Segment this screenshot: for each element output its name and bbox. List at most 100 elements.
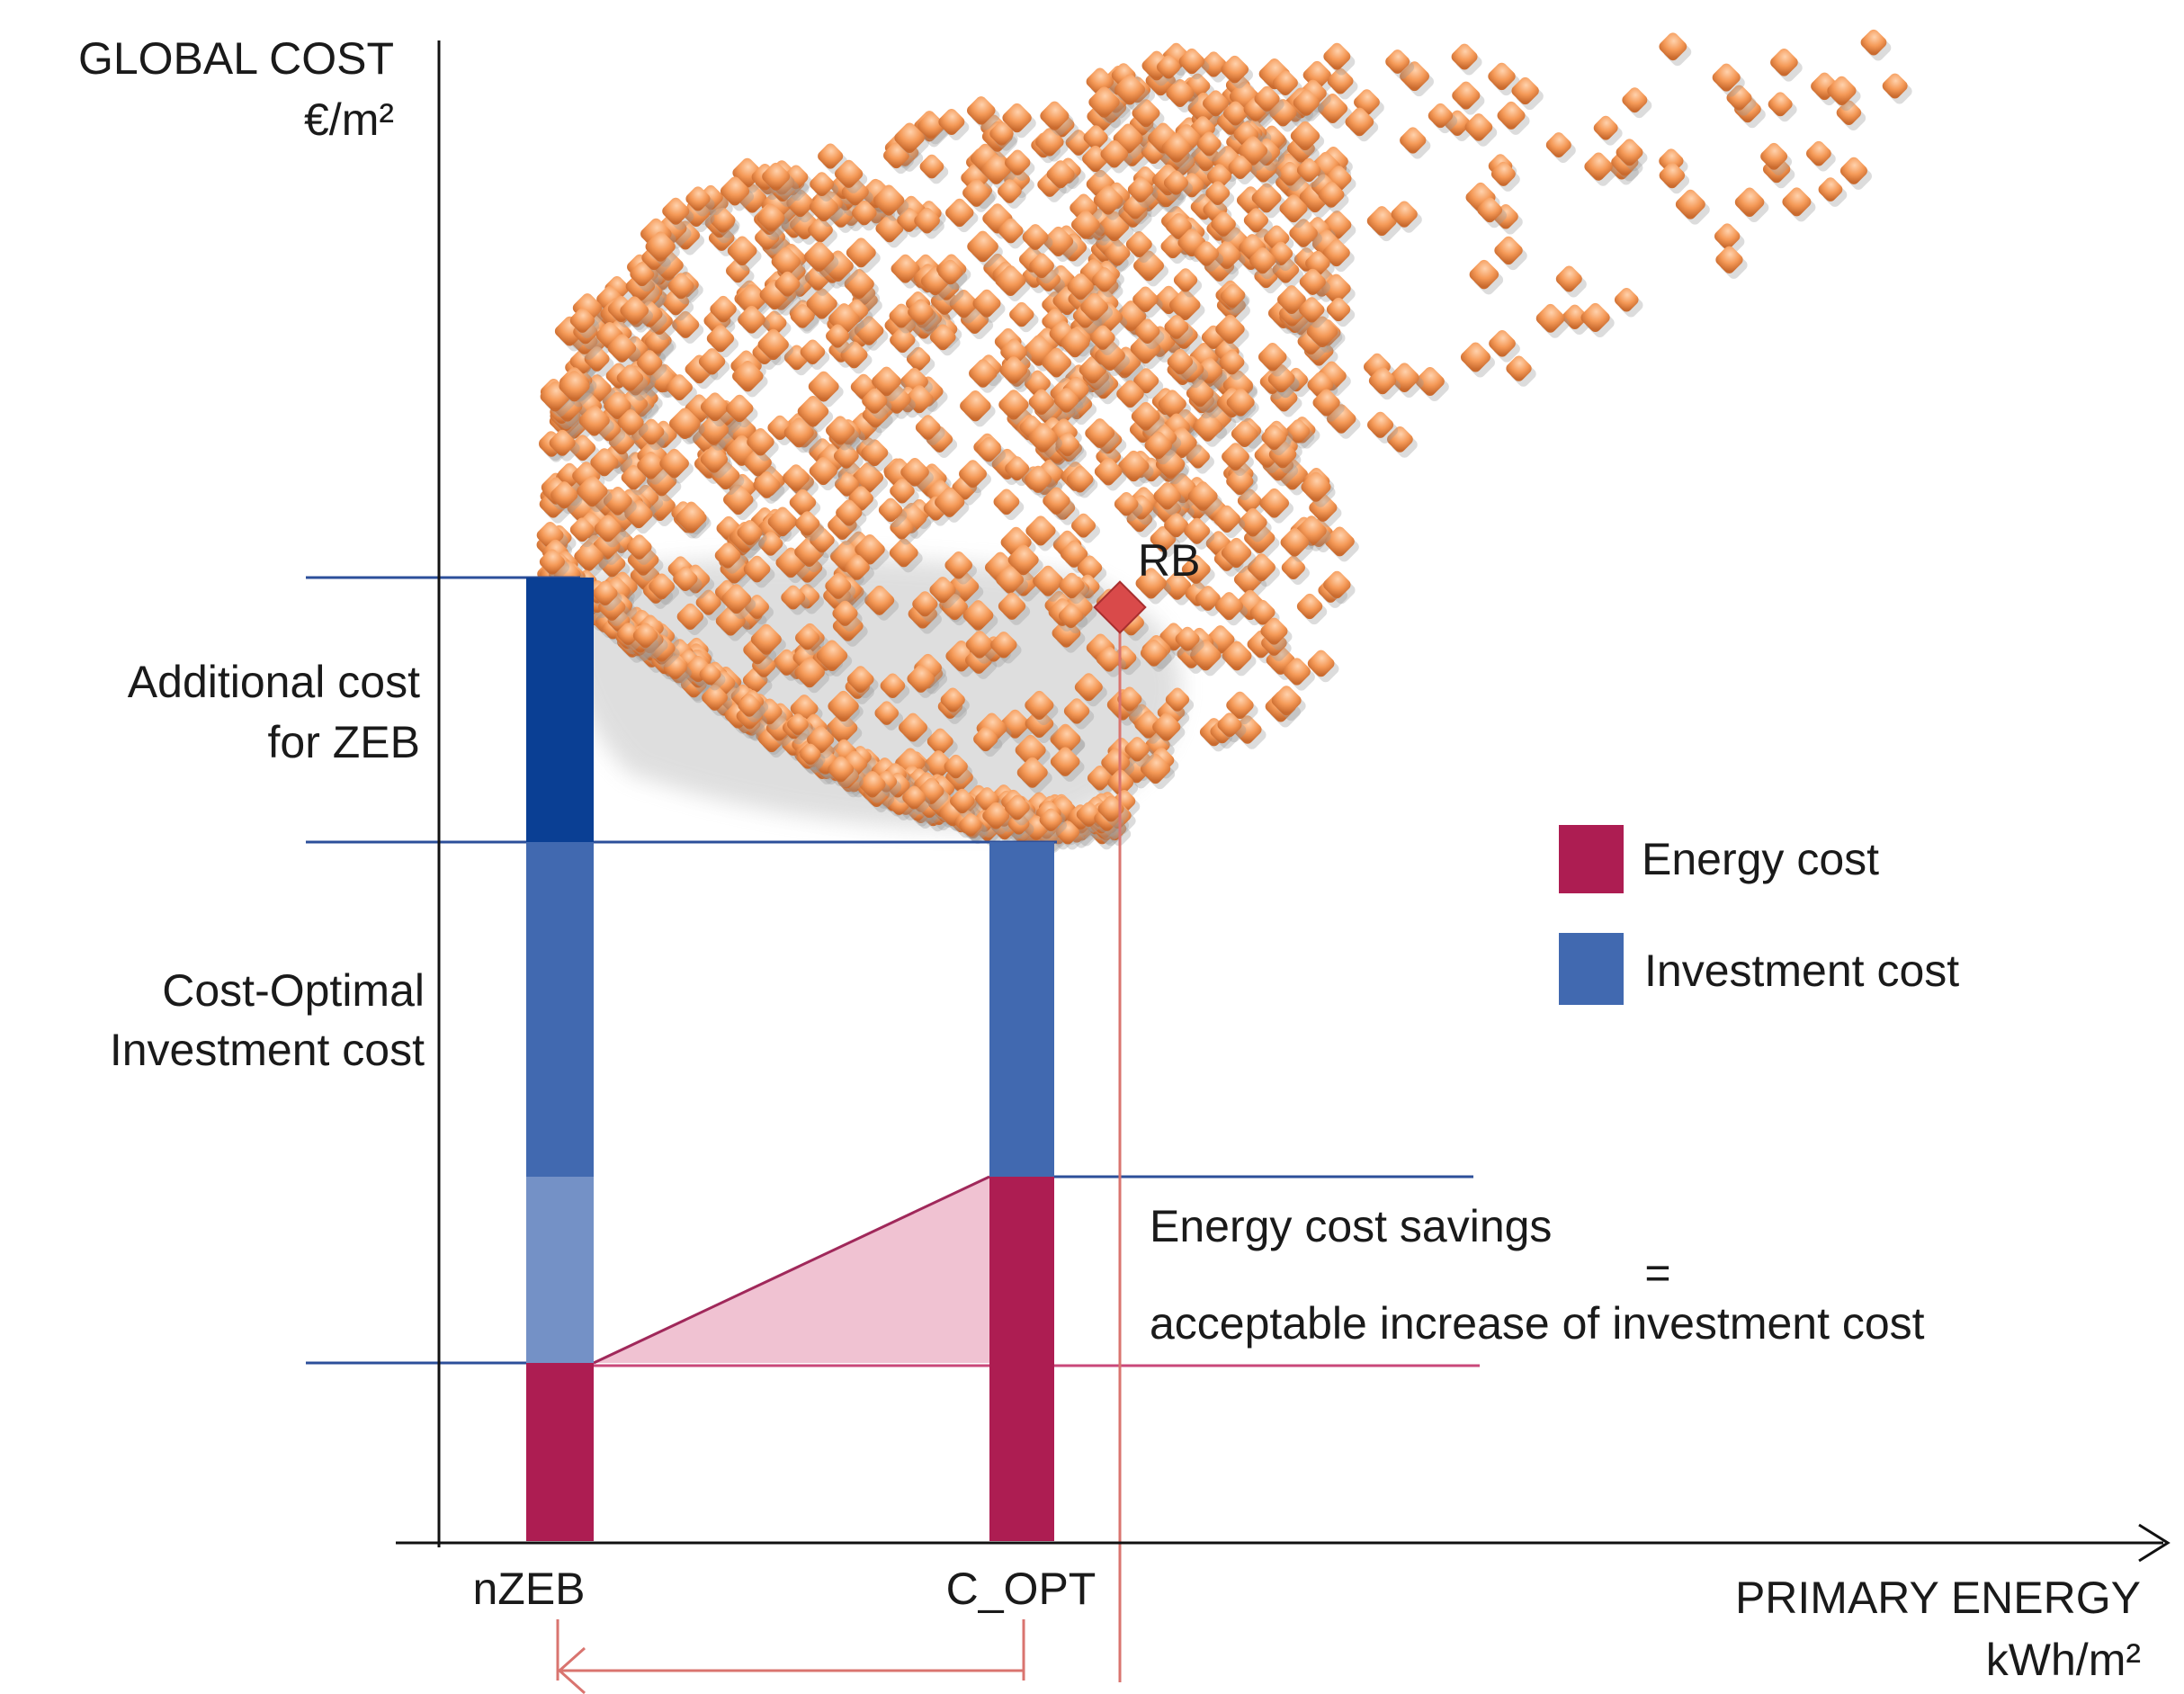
scatter-point xyxy=(1074,673,1103,702)
scatter-point xyxy=(1770,49,1798,76)
scatter-point xyxy=(1460,342,1490,372)
scatter-point xyxy=(941,594,968,621)
scatter-point xyxy=(590,448,619,477)
scatter-point xyxy=(1243,208,1268,233)
scatter-point xyxy=(880,673,906,699)
scatter-point xyxy=(1296,157,1321,183)
scatter-point xyxy=(937,259,963,285)
scatter-point xyxy=(1195,357,1222,384)
scatter-point xyxy=(1271,686,1302,716)
scatter-point xyxy=(982,802,1010,829)
legend: Energy cost Investment cost xyxy=(1559,825,1959,1005)
scatter-point xyxy=(889,303,914,328)
scatter-point xyxy=(1005,149,1031,175)
scatter-point xyxy=(1490,161,1516,186)
scatter-point xyxy=(1092,267,1117,292)
scatter-point xyxy=(771,246,801,277)
scatter-point xyxy=(800,743,821,765)
scatter-point xyxy=(1155,449,1186,480)
scatter-point xyxy=(669,408,701,440)
scatter-point xyxy=(1164,513,1189,538)
savings-hypotenuse xyxy=(593,1175,990,1365)
scatter-point xyxy=(828,756,855,783)
scatter-point xyxy=(1782,187,1812,217)
rb-marker xyxy=(1093,580,1147,634)
scatter-point xyxy=(1025,709,1054,739)
nzeb-energy-cost-bar xyxy=(526,1363,594,1541)
scatter-point xyxy=(1324,526,1355,557)
scatter-point xyxy=(569,435,596,462)
scatter-point xyxy=(620,296,649,325)
scatter-point xyxy=(1289,219,1318,247)
scatter-point xyxy=(950,788,975,814)
scatter-point xyxy=(965,631,994,659)
scatter-point xyxy=(844,554,870,580)
scatter-point xyxy=(1053,388,1079,413)
scatter-point xyxy=(1043,487,1070,515)
scatter-point xyxy=(1712,63,1741,92)
scatter-point xyxy=(757,328,789,361)
scatter-point xyxy=(624,499,653,529)
scatter-point xyxy=(1281,555,1305,579)
scatter-point xyxy=(1238,136,1268,166)
scatter-point xyxy=(1165,687,1190,712)
scatter-point xyxy=(1322,238,1350,267)
scatter-point xyxy=(1659,32,1687,61)
scatter-point xyxy=(720,176,750,206)
scatter-point xyxy=(1318,181,1345,208)
nzeb-cost-optimal-investment-bar xyxy=(526,842,594,1177)
scatter-point xyxy=(966,96,996,125)
scatter-point xyxy=(1366,206,1397,237)
scatter-point xyxy=(864,585,895,615)
scatter-point xyxy=(758,531,783,556)
scatter-point xyxy=(1562,304,1588,330)
scatter-point xyxy=(897,208,921,232)
legend-swatch-energy-cost xyxy=(1559,825,1624,893)
scatter-point xyxy=(727,236,757,266)
scatter-point xyxy=(1326,297,1351,322)
scatter-point xyxy=(698,348,726,375)
scatter-point xyxy=(832,600,858,626)
scatter-point xyxy=(834,471,860,497)
scatter-point xyxy=(721,584,752,614)
scatter-point xyxy=(1067,273,1094,300)
scatter-point xyxy=(1213,505,1241,533)
scatter-point xyxy=(999,356,1028,384)
scatter-point xyxy=(1158,390,1186,418)
scatter-point xyxy=(750,623,782,655)
scatter-point xyxy=(1055,432,1080,457)
scatter-point xyxy=(1009,301,1034,327)
scatter-point xyxy=(854,316,884,345)
scatter-point xyxy=(1258,343,1287,372)
scatter-point xyxy=(1222,641,1252,671)
scatter-point xyxy=(1040,101,1070,130)
scatter-point xyxy=(1166,78,1195,107)
scatter-point xyxy=(804,241,835,272)
scatter-point xyxy=(1293,89,1320,116)
scatter-point xyxy=(762,310,787,336)
scatter-point xyxy=(1452,81,1481,110)
scatter-point xyxy=(659,448,689,479)
scatter-point xyxy=(1267,365,1295,393)
scatter-point xyxy=(710,207,736,233)
scatter-point xyxy=(676,603,704,631)
copt-label: C_OPT xyxy=(946,1564,1096,1614)
scatter-point xyxy=(826,324,850,348)
scatter-point xyxy=(1580,302,1610,333)
scatter-point xyxy=(1004,794,1030,820)
scatter-point xyxy=(1277,285,1306,314)
scatter-point xyxy=(630,262,655,287)
scatter-point xyxy=(774,271,801,297)
scatter-point xyxy=(1222,443,1249,471)
savings-label-equals: = xyxy=(1644,1248,1670,1298)
scatter-point xyxy=(1400,127,1427,154)
scatter-point xyxy=(906,346,931,372)
scatter-point xyxy=(795,511,820,536)
scatter-point xyxy=(1511,76,1539,105)
scatter-point xyxy=(908,299,934,326)
scatter-point xyxy=(809,456,837,486)
scatter-points xyxy=(536,29,1912,853)
scatter-point xyxy=(1196,131,1222,157)
scatter-point xyxy=(890,327,916,354)
